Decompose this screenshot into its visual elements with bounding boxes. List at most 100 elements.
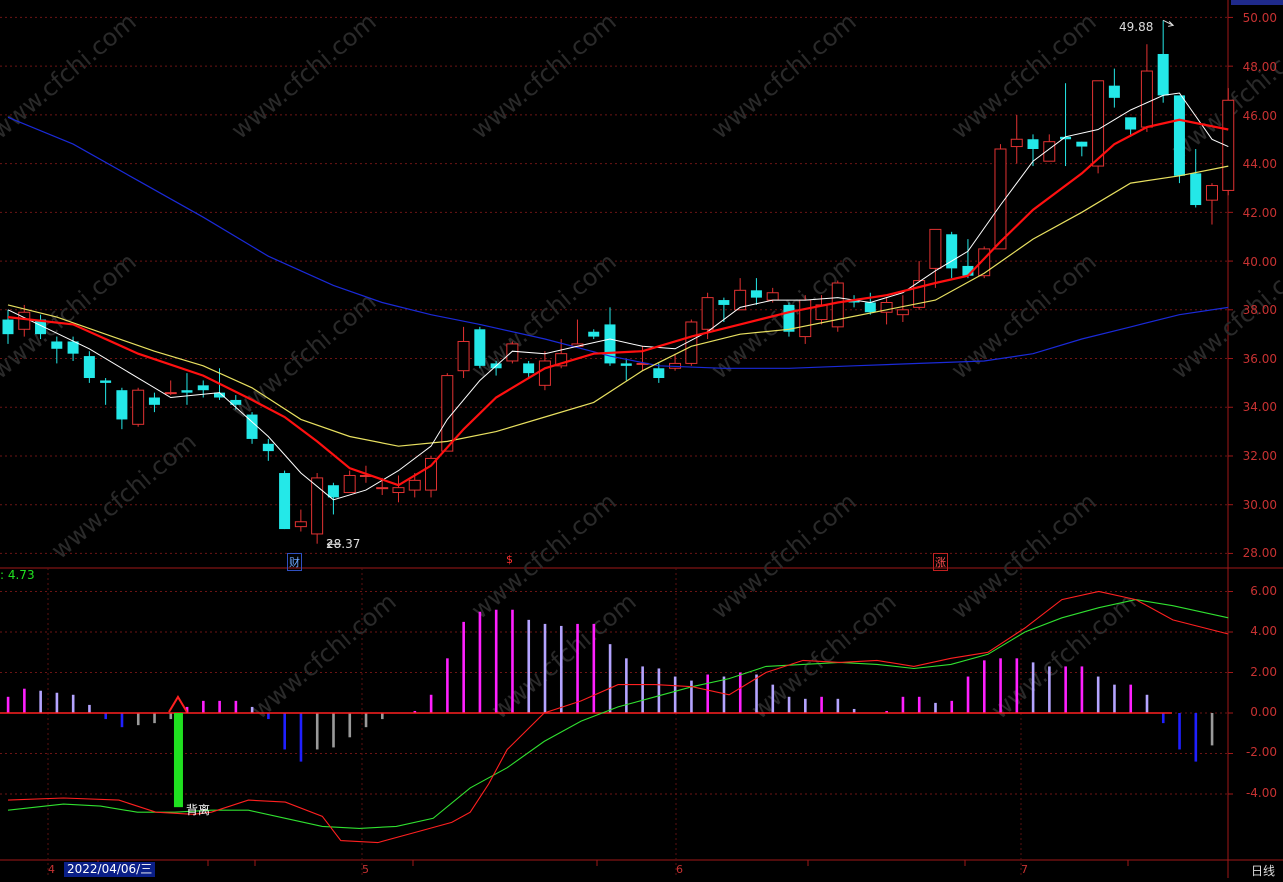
indicator-bar <box>267 713 270 720</box>
candle-body-down <box>523 363 535 374</box>
period-selector[interactable]: 日线 <box>1250 864 1275 878</box>
indicator-bar <box>1096 676 1100 713</box>
low-marker-arrow <box>326 541 342 548</box>
candle-body-down <box>116 390 128 420</box>
indicator-bar <box>999 658 1002 713</box>
indicator-bar <box>608 644 612 713</box>
watermark-text: www.cfchi.com <box>466 7 622 144</box>
indicator-tick: 2.00 <box>1250 665 1277 679</box>
candle-body-down <box>718 300 730 305</box>
candle-body-down <box>1076 141 1088 147</box>
indicator-bar <box>755 674 758 713</box>
month-tick: 5 <box>362 863 369 876</box>
candle-body-up <box>18 311 31 330</box>
price-tick: 50.00 <box>1242 11 1277 25</box>
price-tick: 38.00 <box>1242 303 1277 317</box>
candle-body-up <box>343 474 356 494</box>
candle-body-down <box>83 356 95 379</box>
watermark-text: www.cfchi.com <box>986 587 1142 724</box>
indicator-bar <box>88 704 91 713</box>
indicator-bar <box>673 676 677 713</box>
candle-body-down <box>588 331 600 337</box>
indicator-bar <box>185 706 189 713</box>
price-tick: 42.00 <box>1242 206 1277 220</box>
high-price-label: 49.88 <box>1119 20 1154 34</box>
candle-body-down <box>783 304 795 332</box>
indicator-bar <box>413 710 417 713</box>
indicator-bar <box>576 623 579 713</box>
candle-body-down <box>474 329 486 366</box>
candle-body-down <box>1125 117 1137 130</box>
indicator-bar <box>625 658 628 713</box>
indicator-bar <box>1048 666 1051 713</box>
price-badge <box>1231 0 1283 5</box>
indicator-bar <box>299 713 303 762</box>
watermark-text: www.cfchi.com <box>706 7 862 144</box>
candle-body-up <box>1222 99 1235 191</box>
indicator-bar <box>657 668 661 713</box>
indicator-bar <box>787 696 791 713</box>
indicator-bar <box>71 694 75 713</box>
watermark-text: www.cfchi.com <box>946 7 1102 144</box>
indicator-bar <box>511 609 514 713</box>
indicator-bar <box>446 658 449 713</box>
indicator-bar <box>120 713 124 728</box>
finance-event-tag[interactable]: 财 <box>287 553 302 571</box>
indicator-bar <box>950 700 954 713</box>
indicator-tick: 0.00 <box>1250 705 1277 719</box>
candle-body-down <box>1027 139 1039 149</box>
ma-slow-line <box>7 165 1229 447</box>
indicator-bar <box>641 666 644 713</box>
indicator-bar <box>462 621 465 713</box>
divergence-label: 背离 <box>186 803 211 817</box>
dividend-event-tag[interactable]: $ <box>506 553 513 566</box>
indicator-bar <box>804 698 807 713</box>
indicator-bar <box>706 674 710 713</box>
candle-body-up <box>766 292 779 301</box>
indicator-bar <box>690 680 693 713</box>
candle-body-up <box>132 389 145 425</box>
candle-body-up <box>1205 185 1218 201</box>
indicator-bar <box>104 713 108 720</box>
candle-body-down <box>653 368 665 379</box>
indicator-bar <box>169 713 173 720</box>
indicator-tick: -4.00 <box>1245 786 1277 800</box>
indicator-bar <box>250 706 254 713</box>
candle-body-up <box>376 487 389 490</box>
indicator-bar <box>738 672 742 713</box>
price-tick: 32.00 <box>1242 449 1277 463</box>
candle-body-down <box>197 385 209 391</box>
indicator-bar <box>1113 684 1116 713</box>
candle-body-up <box>978 248 991 277</box>
candle-body-up <box>1140 70 1153 128</box>
indicator-bar <box>885 710 888 713</box>
indicator-bar <box>136 713 140 726</box>
candle-body-up <box>408 479 421 491</box>
candle-body-down <box>67 341 79 354</box>
indicator-bar <box>543 623 547 713</box>
candle-body-up <box>913 280 926 308</box>
candle-body-down <box>35 319 47 335</box>
indicator-bar <box>1064 666 1067 713</box>
indicator-bar <box>332 713 335 748</box>
dea-line <box>7 599 1229 829</box>
candle-body-down <box>327 485 339 498</box>
candle-body-up <box>311 477 324 535</box>
indicator-bar <box>381 713 384 720</box>
candle-body-up <box>1092 80 1105 167</box>
indicator-bar <box>1161 713 1165 724</box>
limit-up-event-tag[interactable]: 涨 <box>933 553 948 571</box>
indicator-bar <box>722 676 726 713</box>
watermark-text: www.cfchi.com <box>466 487 622 624</box>
indicator-bar <box>836 698 840 713</box>
watermark-text: www.cfchi.com <box>706 487 862 624</box>
candle-body-up <box>1043 141 1056 162</box>
price-tick: 44.00 <box>1242 157 1277 171</box>
indicator-bar <box>559 625 563 713</box>
candle-body-up <box>880 301 893 313</box>
indicator-bar <box>23 688 26 713</box>
candle-body-down <box>230 399 242 405</box>
indicator-bar <box>1015 658 1019 713</box>
